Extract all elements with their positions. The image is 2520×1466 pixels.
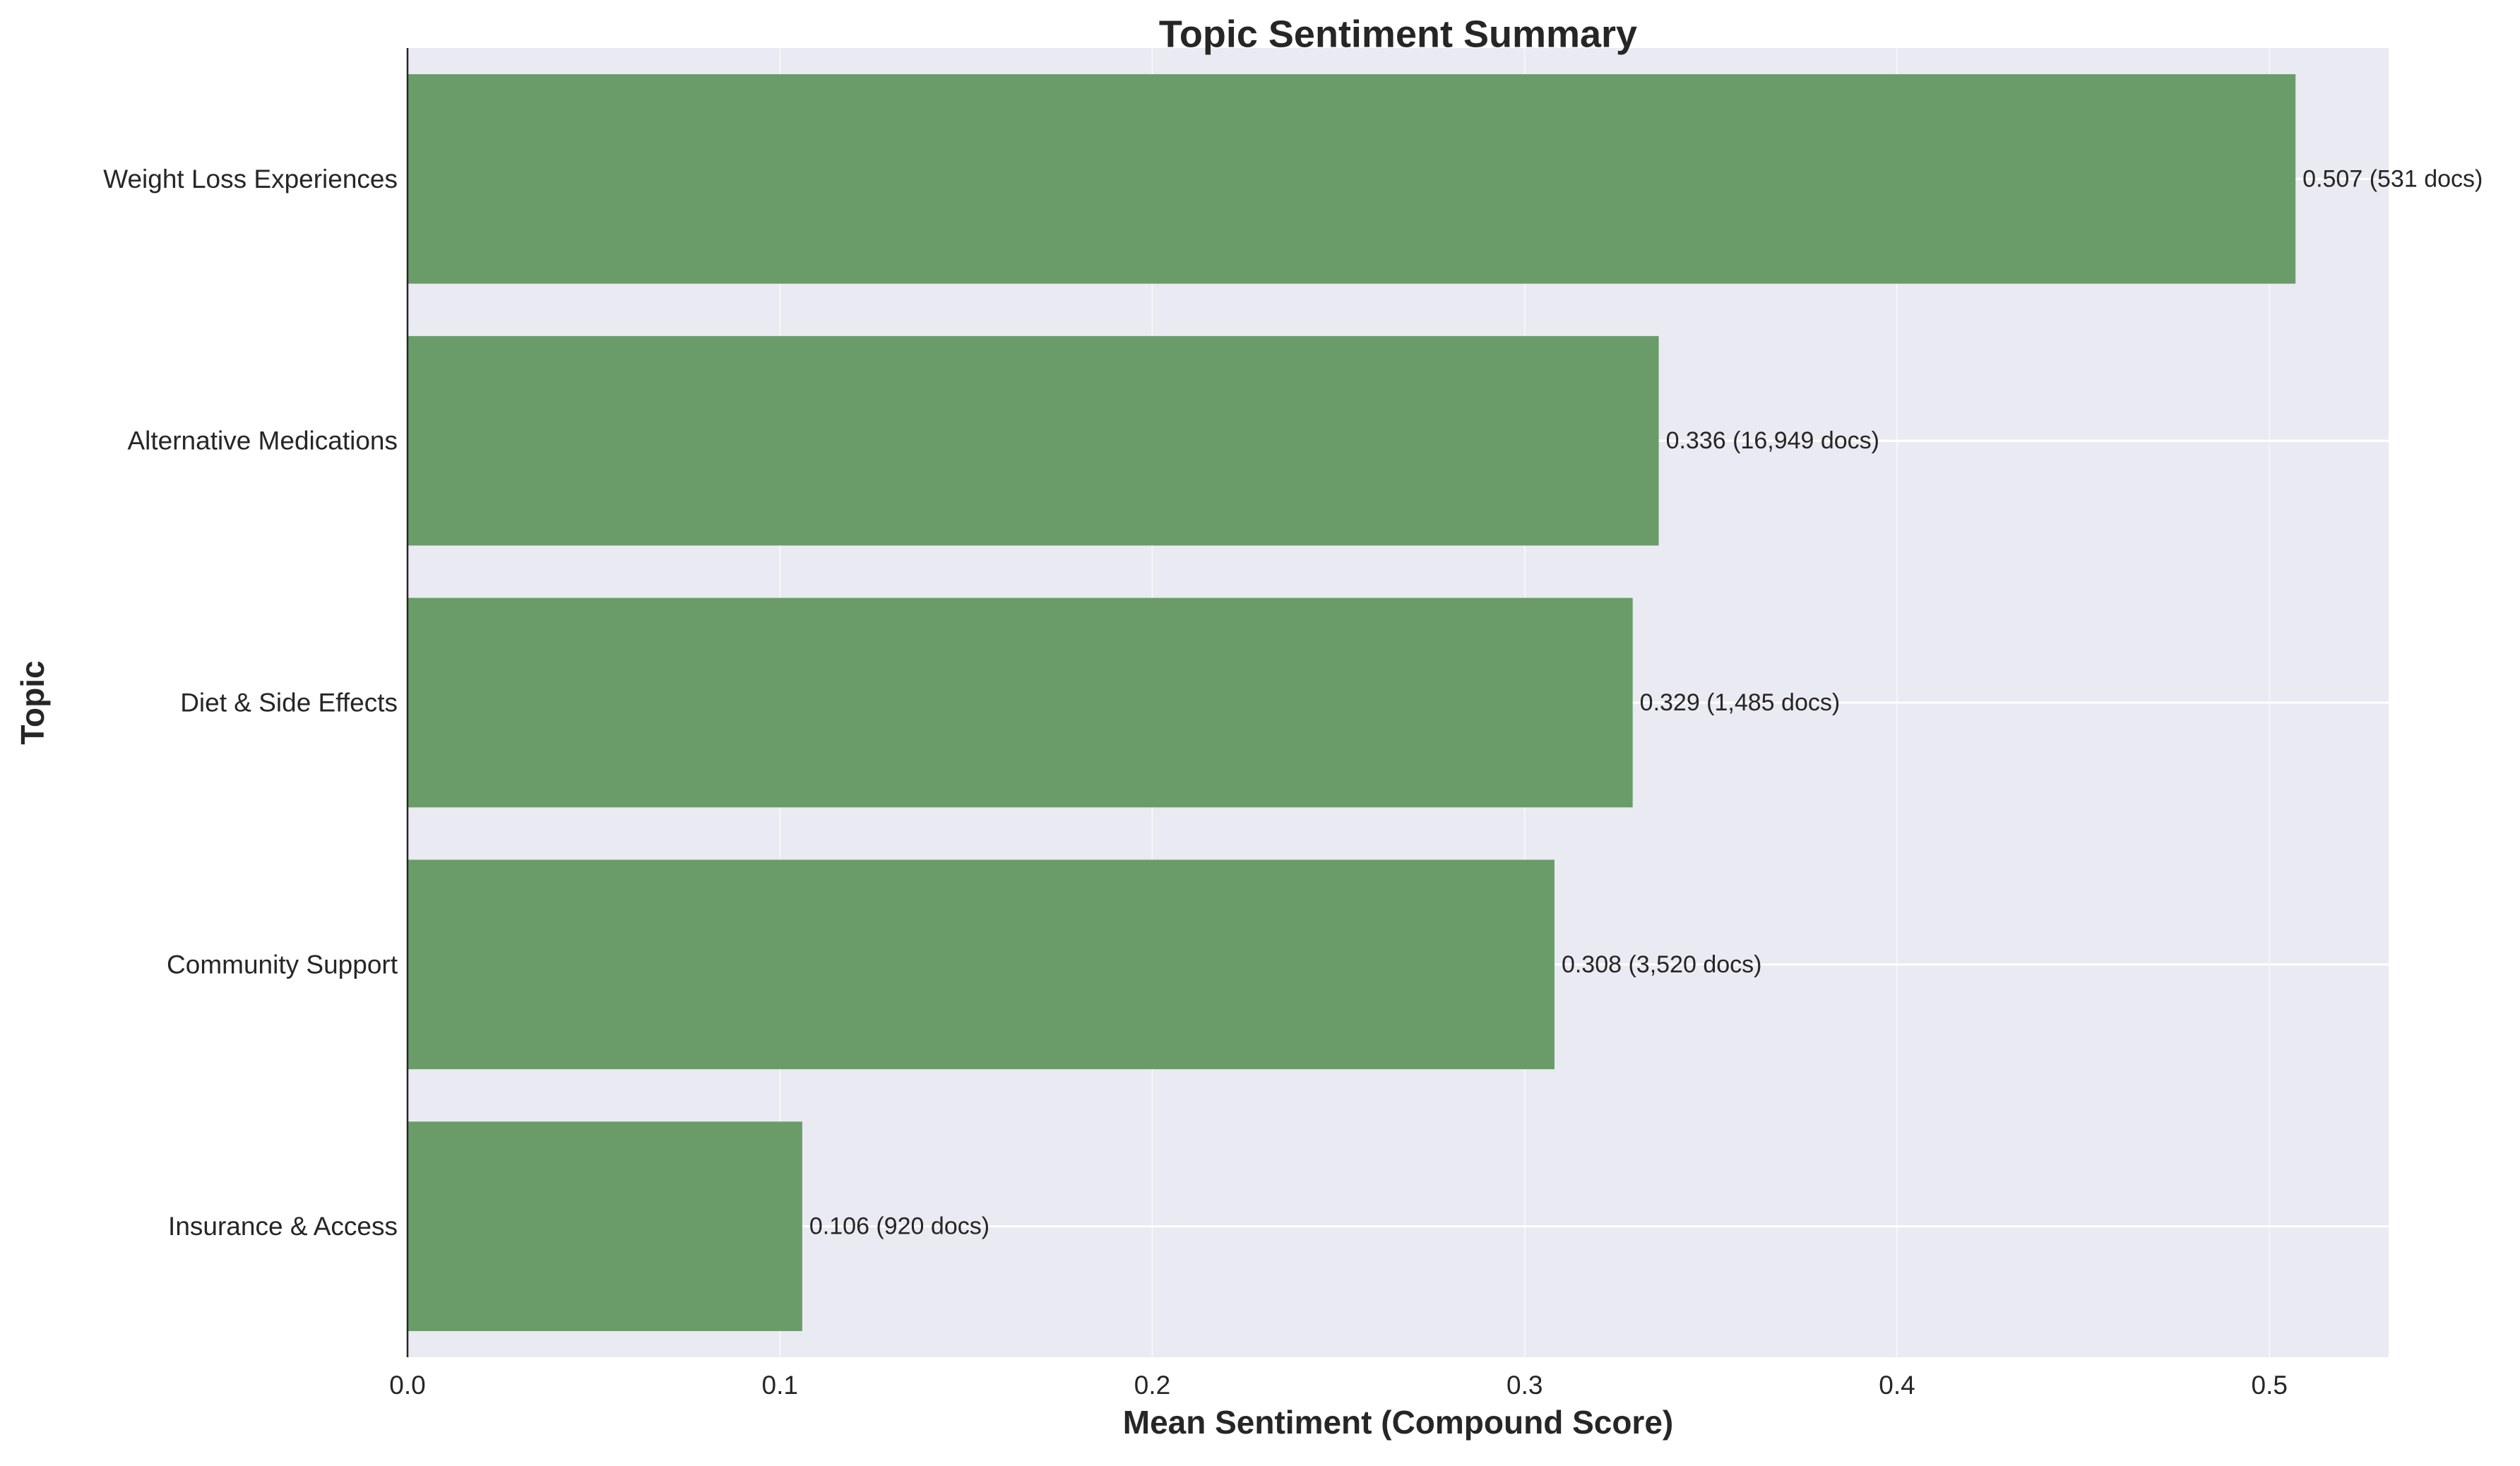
x-axis-label: Mean Sentiment (Compound Score)	[1123, 1404, 1673, 1441]
y-tick-label: Diet & Side Effects	[180, 689, 398, 717]
bar-weight-loss-experiences	[408, 74, 2296, 284]
bar-value-label: 0.308 (3,520 docs)	[1562, 951, 1762, 978]
bar-diet-side-effects	[408, 597, 1633, 808]
bar-alternative-medications	[408, 335, 1659, 546]
y-tick-label: Alternative Medications	[127, 427, 398, 455]
y-tick-label: Insurance & Access	[168, 1212, 398, 1241]
x-tick-label: 0.5	[2252, 1371, 2288, 1400]
bar-value-label: 0.336 (16,949 docs)	[1666, 427, 1879, 454]
data-labels: 0.507 (531 docs) 0.336 (16,949 docs) 0.329…	[809, 165, 2483, 1239]
bars	[408, 74, 2296, 1331]
bar-insurance-access	[408, 1121, 802, 1331]
x-tick-label: 0.3	[1506, 1371, 1543, 1400]
y-axis-label: Topic	[14, 660, 51, 744]
x-tick-label: 0.1	[762, 1371, 798, 1400]
x-tick-label: 0.0	[389, 1371, 425, 1400]
x-tick-label: 0.2	[1134, 1371, 1170, 1400]
y-tick-label: Weight Loss Experiences	[103, 165, 398, 193]
bar-value-label: 0.507 (531 docs)	[2302, 165, 2483, 192]
bar-value-label: 0.329 (1,485 docs)	[1640, 689, 1841, 716]
tick-labels: Weight Loss Experiences Alternative Medic…	[103, 165, 2288, 1400]
bar-community-support	[408, 859, 1555, 1070]
chart-title: Topic Sentiment Summary	[1159, 13, 1637, 55]
x-tick-label: 0.4	[1879, 1371, 1915, 1400]
bar-value-label: 0.106 (920 docs)	[809, 1213, 989, 1240]
y-tick-label: Community Support	[167, 950, 398, 979]
